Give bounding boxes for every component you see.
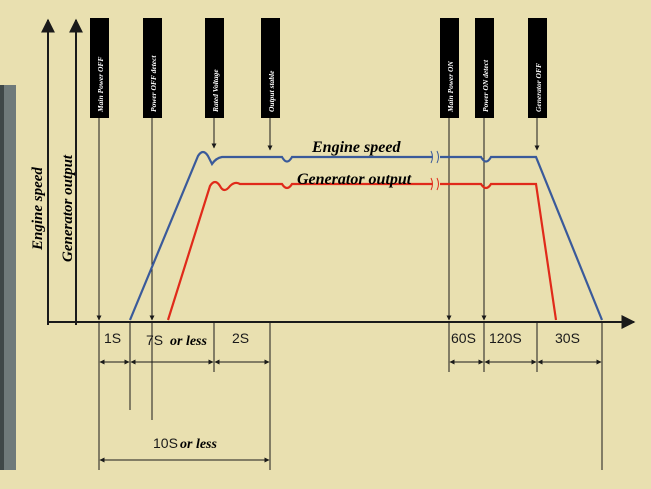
event-power-on-detect: Power ON detect	[475, 18, 494, 118]
interval-7s-label: 7S	[146, 332, 163, 348]
interval-60s-label: 60S	[451, 330, 476, 346]
left-panel-shadow	[0, 85, 4, 470]
interval-120s-label: 120S	[489, 330, 522, 346]
event-label-main-power-on: Main Power ON	[446, 61, 455, 113]
interval-30s-label: 30S	[555, 330, 580, 346]
event-label-power-on-detect: Power ON detect	[481, 59, 490, 112]
event-power-off-detect: Power OFF detect	[143, 18, 162, 118]
event-label-rated-voltage: Rated Voltage	[211, 69, 220, 113]
event-generator-off: Generator OFF	[528, 18, 547, 118]
engine-speed-curve-label: Engine speed	[311, 139, 401, 156]
event-output-stable: Output stable	[261, 18, 280, 118]
event-label-power-off-detect: Power OFF detect	[149, 55, 158, 112]
axis-break-marks	[430, 150, 439, 191]
event-main-power-off: Main Power OFF	[90, 18, 109, 118]
event-rated-voltage: Rated Voltage	[205, 18, 224, 118]
generator-output-axis-label: Generator output	[60, 154, 76, 262]
event-main-power-on: Main Power ON	[440, 18, 459, 118]
engine-speed-curve	[128, 150, 604, 321]
event-label-output-stable: Output stable	[267, 70, 276, 112]
interval-1s-label: 1S	[104, 330, 121, 346]
event-arrows	[96, 118, 540, 321]
generator-output-curve-label: Generator output	[297, 171, 412, 188]
interval-arrows	[99, 359, 602, 463]
interval-2s-label: 2S	[232, 330, 249, 346]
generator-output-curve	[166, 180, 558, 321]
event-boxes: Main Power OFF Power OFF detect Rated Vo…	[90, 18, 547, 118]
time-ticks	[98, 322, 603, 470]
interval-10s-suffix: or less	[180, 437, 218, 452]
event-label-generator-off: Generator OFF	[534, 63, 543, 112]
engine-speed-axis-label: Engine speed	[30, 167, 46, 251]
interval-7s-suffix: or less	[170, 334, 208, 349]
event-label-main-power-off: Main Power OFF	[96, 57, 105, 113]
interval-10s-label: 10S	[153, 435, 178, 451]
